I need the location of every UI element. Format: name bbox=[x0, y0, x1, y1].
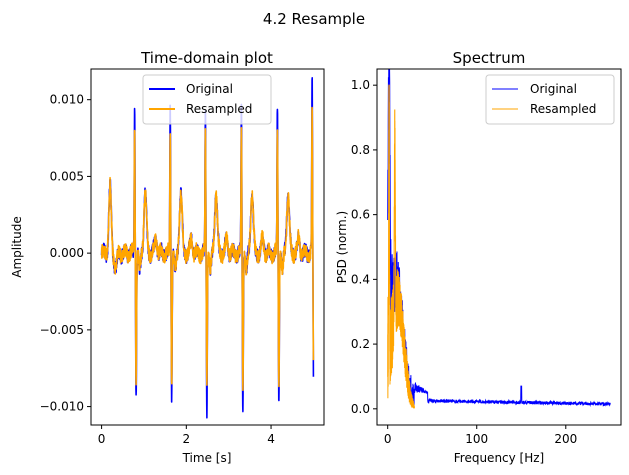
y-tick-label: 0.6 bbox=[351, 208, 370, 222]
axes-frame bbox=[376, 68, 622, 426]
tick-group: 0 2 4 −0.010 −0.005 0.000 0.005 0.010 bbox=[40, 93, 275, 446]
y-tick-label: 0.2 bbox=[351, 337, 370, 351]
chart-spectrum: Spectrum 0 100 200 0.0 0.2 0.4 0.6 0.8 1.0 Frequ… bbox=[335, 49, 622, 465]
legend-label-original: Original bbox=[186, 82, 233, 96]
x-tick-label: 0 bbox=[384, 432, 392, 446]
legend: Original Resampled bbox=[142, 74, 272, 125]
x-tick-label: 4 bbox=[267, 432, 275, 446]
y-tick-label: 0.005 bbox=[50, 169, 84, 183]
x-axis-label: Frequency [Hz] bbox=[454, 451, 545, 465]
series-line-original bbox=[387, 69, 611, 408]
y-tick-label: 0.010 bbox=[50, 93, 84, 107]
axes-frame bbox=[90, 68, 325, 426]
series-group bbox=[100, 76, 315, 419]
series-line-resampled bbox=[100, 106, 315, 392]
x-axis-label: Time [s] bbox=[182, 451, 232, 465]
legend: Original Resampled bbox=[485, 74, 615, 125]
x-tick-label: 2 bbox=[182, 432, 190, 446]
series-line-resampled bbox=[387, 84, 415, 409]
chart-title: Spectrum bbox=[453, 49, 526, 67]
series-group bbox=[387, 69, 611, 409]
y-tick-label: 0.4 bbox=[351, 272, 370, 286]
y-tick-label: 1.0 bbox=[351, 78, 370, 92]
tick-group: 0 100 200 0.0 0.2 0.4 0.6 0.8 1.0 bbox=[351, 78, 577, 446]
y-tick-label: 0.8 bbox=[351, 143, 370, 157]
chart-title: Time-domain plot bbox=[140, 49, 273, 67]
chart-time-domain: Time-domain plot 0 2 4 −0.010 −0.005 0.000 0.0… bbox=[10, 49, 325, 465]
y-tick-label: −0.010 bbox=[40, 400, 84, 414]
y-tick-label: 0.0 bbox=[351, 402, 370, 416]
x-tick-label: 100 bbox=[465, 432, 488, 446]
y-axis-label: Amplitude bbox=[10, 216, 24, 278]
y-tick-label: −0.005 bbox=[40, 323, 84, 337]
legend-label-resampled: Resampled bbox=[186, 102, 252, 116]
y-tick-label: 0.000 bbox=[50, 246, 84, 260]
x-tick-label: 200 bbox=[554, 432, 577, 446]
legend-label-original: Original bbox=[530, 82, 577, 96]
x-tick-label: 0 bbox=[98, 432, 106, 446]
figure-suptitle: 4.2 Resample bbox=[263, 10, 365, 28]
y-axis-label: PSD (norm.) bbox=[335, 211, 349, 283]
legend-label-resampled: Resampled bbox=[530, 102, 596, 116]
